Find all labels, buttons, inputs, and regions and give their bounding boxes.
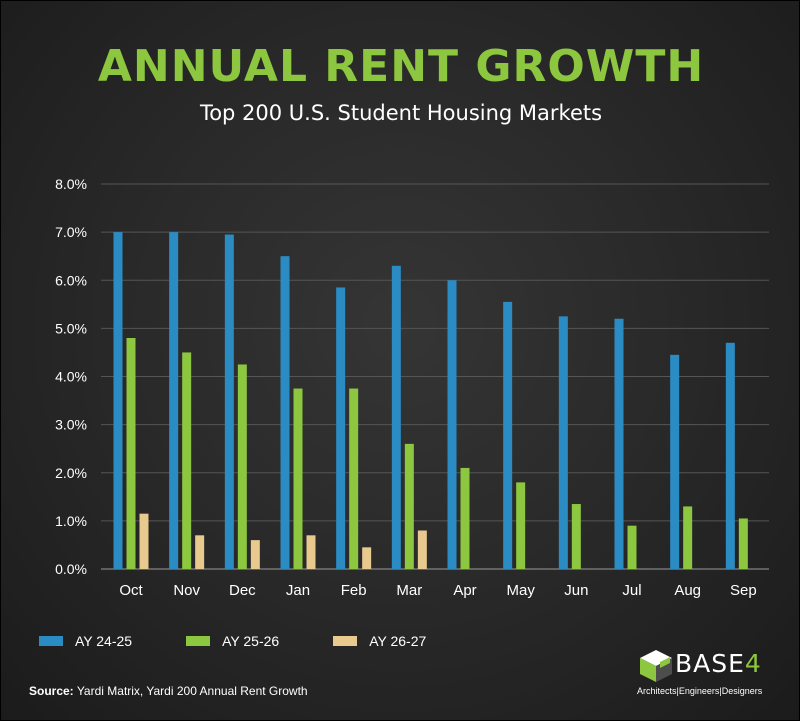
x-tick-label: Oct <box>119 582 143 599</box>
bar-ay-25-26 <box>404 443 414 569</box>
logo-tagline: Architects|Engineers|Designers <box>637 686 763 696</box>
chart-title: ANNUAL RENT GROWTH <box>97 41 705 92</box>
source-note: Source: Yardi Matrix, Yardi 200 Annual R… <box>29 684 308 698</box>
bar-ay-24-25 <box>113 232 123 569</box>
x-tick-label: Jan <box>286 582 310 599</box>
x-tick-label: Apr <box>453 582 476 599</box>
x-tick-label: May <box>506 582 535 599</box>
x-tick-label: Feb <box>341 582 367 599</box>
bar-ay-26-27 <box>362 547 372 569</box>
x-tick-label: Mar <box>396 582 422 599</box>
bar-ay-25-26 <box>237 364 247 569</box>
bar-ay-24-25 <box>503 301 513 569</box>
x-tick-label: Dec <box>229 582 256 599</box>
bar-ay-26-27 <box>195 535 205 569</box>
y-tick-label: 7.0% <box>55 224 87 240</box>
base4-logo: BASE4 Architects|Engineers|Designers <box>637 649 777 699</box>
x-tick-label: Jun <box>564 582 588 599</box>
bar-ay-25-26 <box>683 506 693 569</box>
bar-ay-24-25 <box>391 265 401 569</box>
bar-ay-24-25 <box>447 280 457 569</box>
legend-label: AY 25-26 <box>222 633 280 649</box>
bar-ay-24-25 <box>725 342 735 569</box>
bar-ay-25-26 <box>516 482 526 569</box>
bar-ay-26-27 <box>306 535 316 569</box>
y-tick-label: 2.0% <box>55 465 87 481</box>
bar-ay-24-25 <box>280 256 290 569</box>
bar-ay-25-26 <box>738 518 748 569</box>
logo-number: 4 <box>744 649 762 678</box>
y-tick-label: 0.0% <box>55 561 87 577</box>
bar-ay-24-25 <box>558 316 568 569</box>
y-tick-label: 8.0% <box>55 176 87 192</box>
legend-label: AY 24-25 <box>75 633 133 649</box>
y-tick-label: 3.0% <box>55 417 87 433</box>
legend-item-ay-24-25: AY 24-25 <box>39 633 132 649</box>
y-tick-label: 5.0% <box>55 320 87 336</box>
x-tick-label: Nov <box>173 582 200 599</box>
bar-ay-25-26 <box>571 504 581 569</box>
bar-ay-25-26 <box>126 338 136 569</box>
y-tick-label: 6.0% <box>55 272 87 288</box>
chart-subtitle: Top 200 U.S. Student Housing Markets <box>199 101 603 125</box>
bar-ay-24-25 <box>670 354 680 569</box>
x-tick-label: Aug <box>674 582 701 599</box>
x-tick-label: Jul <box>622 582 641 599</box>
legend-item-ay-25-26: AY 25-26 <box>186 633 279 649</box>
bar-ay-25-26 <box>627 525 637 569</box>
bar-ay-26-27 <box>417 530 427 569</box>
logo-name: BASE <box>675 649 745 678</box>
bar-ay-25-26 <box>349 388 359 569</box>
logo-wordmark: BASE4 <box>675 649 762 678</box>
bar-ay-24-25 <box>224 234 234 569</box>
bar-ay-25-26 <box>182 352 192 569</box>
bar-ay-25-26 <box>460 467 470 569</box>
bar-ay-24-25 <box>169 232 179 569</box>
y-tick-label: 1.0% <box>55 513 87 529</box>
x-tick-label: Sep <box>730 582 757 599</box>
legend-swatch <box>39 636 63 646</box>
bar-ay-26-27 <box>250 540 260 569</box>
legend-swatch <box>333 636 358 646</box>
logo-cube-icon <box>640 650 672 682</box>
bar-ay-24-25 <box>614 318 624 569</box>
source-text: Yardi Matrix, Yardi 200 Annual Rent Grow… <box>76 684 308 698</box>
bar-ay-25-26 <box>293 388 303 569</box>
legend-item-ay-26-27: AY 26-27 <box>333 633 426 649</box>
bar-ay-26-27 <box>139 513 149 569</box>
legend-swatch <box>186 636 211 646</box>
bar-ay-24-25 <box>336 287 346 569</box>
y-tick-label: 4.0% <box>55 369 87 385</box>
legend-label: AY 26-27 <box>369 633 427 649</box>
source-label: Source: <box>29 684 74 698</box>
legend: AY 24-25 AY 25-26 AY 26-27 <box>39 633 426 649</box>
